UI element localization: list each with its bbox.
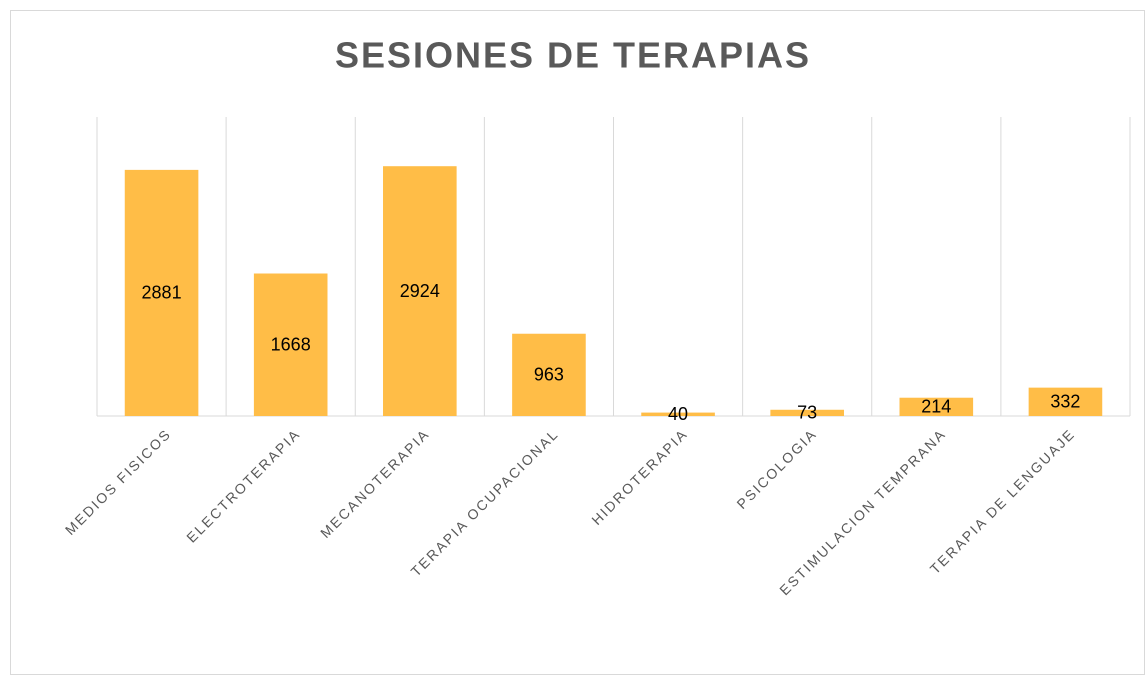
bar — [512, 333, 586, 416]
data-label: 2881 — [142, 283, 182, 303]
bar — [1028, 387, 1103, 416]
data-label: 214 — [921, 397, 951, 417]
bar — [253, 273, 328, 416]
chart-title: SESIONES DE TERAPIAS — [335, 35, 811, 76]
bar — [899, 397, 974, 416]
data-label: 332 — [1050, 392, 1080, 412]
data-label: 2924 — [400, 281, 440, 301]
bar — [641, 412, 715, 416]
data-label: 73 — [797, 403, 817, 423]
bar — [770, 409, 844, 416]
data-label: 963 — [534, 365, 564, 385]
bar — [383, 166, 457, 416]
bar — [124, 169, 199, 416]
data-label: 40 — [668, 404, 688, 424]
data-label: 1668 — [271, 335, 311, 355]
